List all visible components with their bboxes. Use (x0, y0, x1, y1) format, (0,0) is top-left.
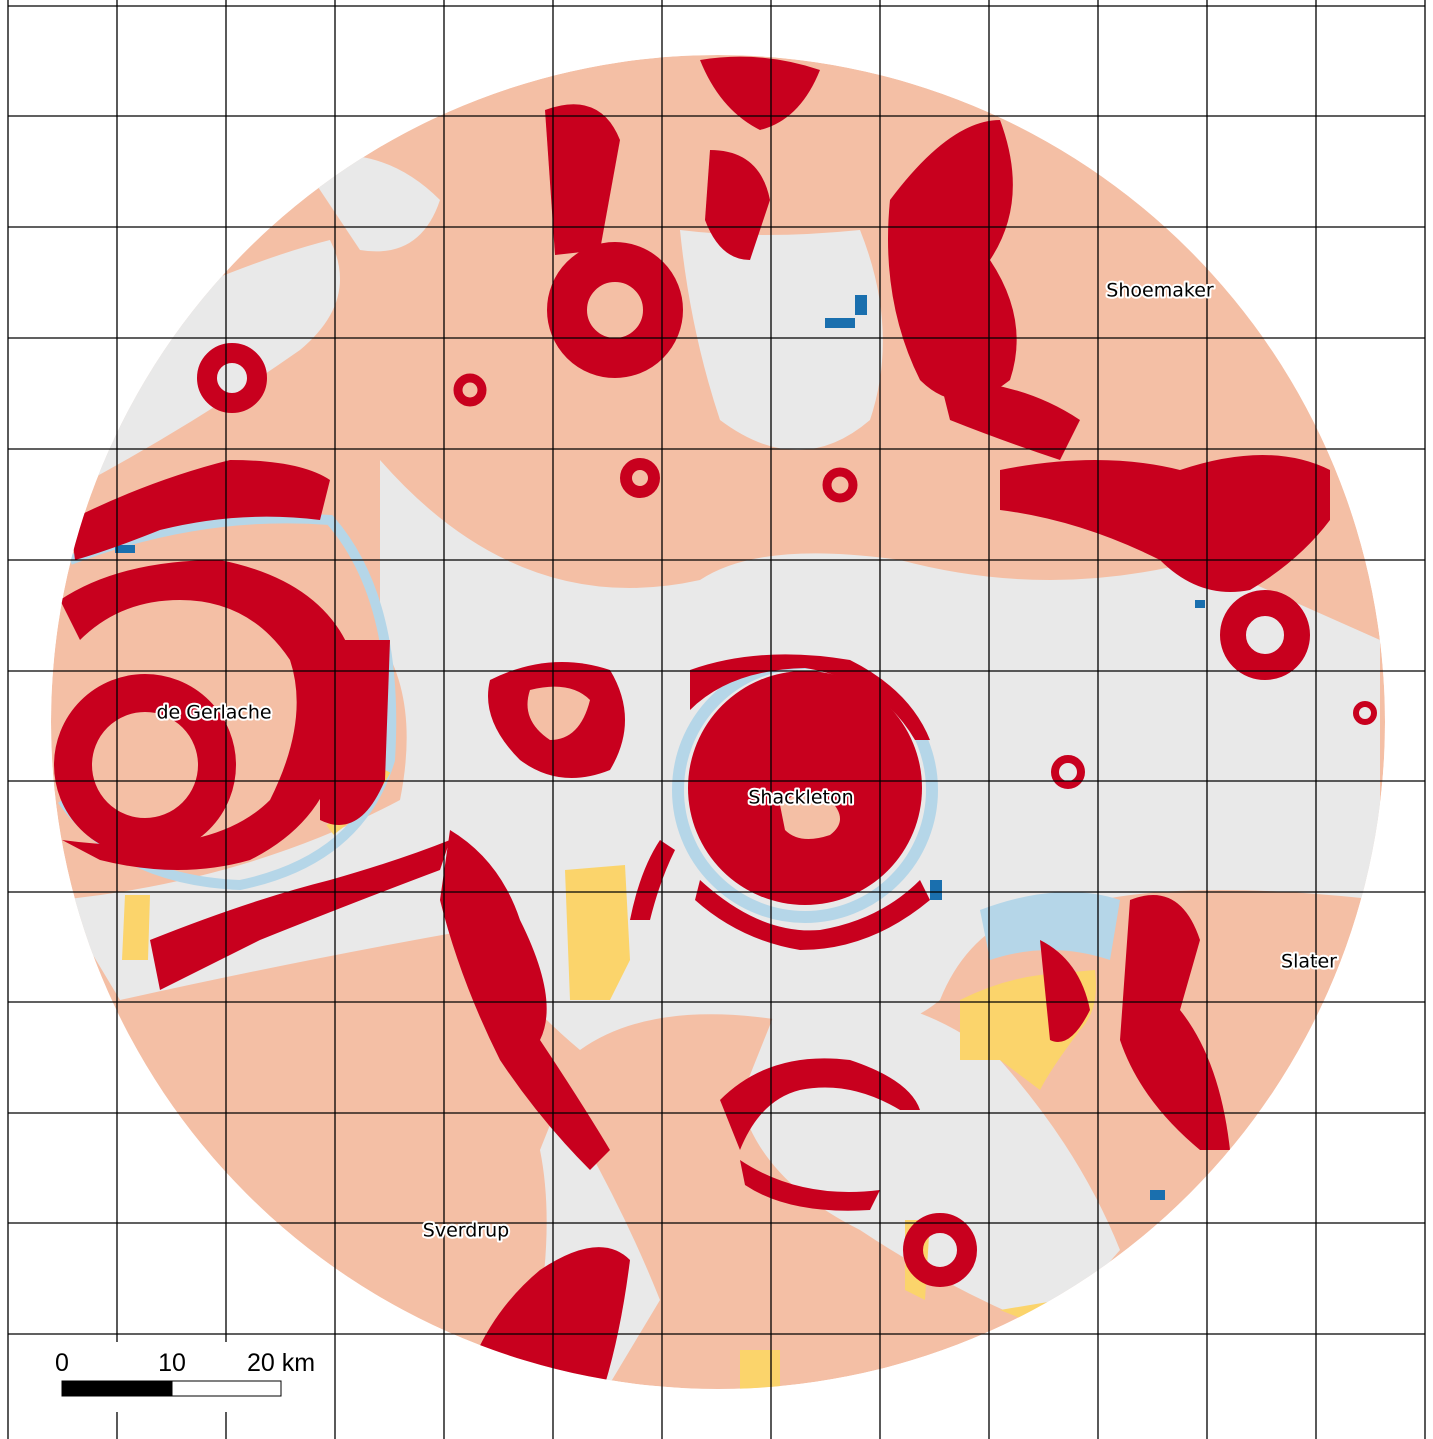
scale-label: 10 (158, 1349, 186, 1377)
crater-label: Slater (1281, 951, 1337, 973)
crater-label: Shackleton (748, 787, 853, 809)
crater-label: Sverdrup (423, 1220, 509, 1242)
scale-bar-background (18, 1342, 328, 1412)
grid (7, 0, 1426, 1439)
scale-label: 0 (55, 1349, 69, 1377)
terrain (51, 55, 1385, 1389)
scale-label: 20 km (247, 1349, 315, 1377)
crater-label: Shoemaker (1106, 280, 1214, 302)
crater-label: de Gerlache (156, 702, 271, 724)
scale-bar-segment (61, 1380, 173, 1397)
scale-bar-segment (171, 1380, 282, 1397)
